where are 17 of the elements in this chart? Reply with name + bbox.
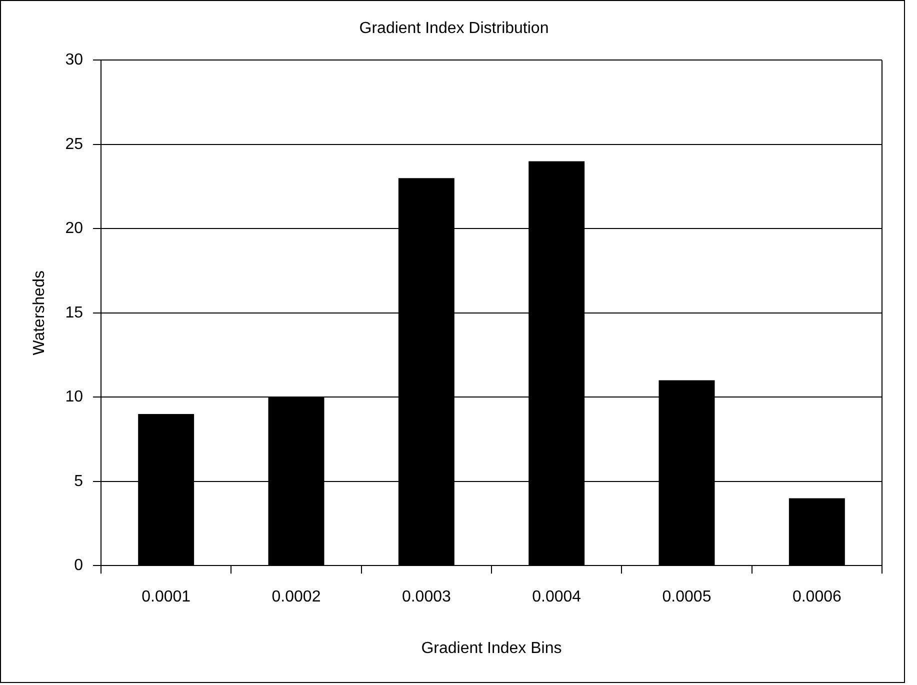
chart-title: Gradient Index Distribution: [359, 20, 549, 38]
x-axis-title: Gradient Index Bins: [421, 640, 562, 657]
x-tick-label: 0.0003: [402, 588, 451, 606]
y-tick-label: 10: [65, 388, 84, 406]
x-tick-label: 0.0005: [662, 588, 712, 606]
y-tick-label: 30: [65, 52, 84, 69]
y-tick-label: 0: [74, 557, 84, 574]
y-axis-title: Watersheds: [31, 270, 48, 356]
x-tick-label: 0.0001: [142, 588, 191, 606]
y-tick-label: 5: [74, 472, 84, 490]
y-tick-label: 25: [65, 136, 84, 153]
y-tick-label: 20: [65, 220, 84, 238]
x-tick-label: 0.0002: [272, 588, 321, 606]
x-tick-label: 0.0004: [532, 588, 582, 606]
x-tick-label: 0.0006: [792, 588, 842, 606]
bar: [788, 498, 845, 566]
y-tick-label: 15: [65, 304, 84, 322]
